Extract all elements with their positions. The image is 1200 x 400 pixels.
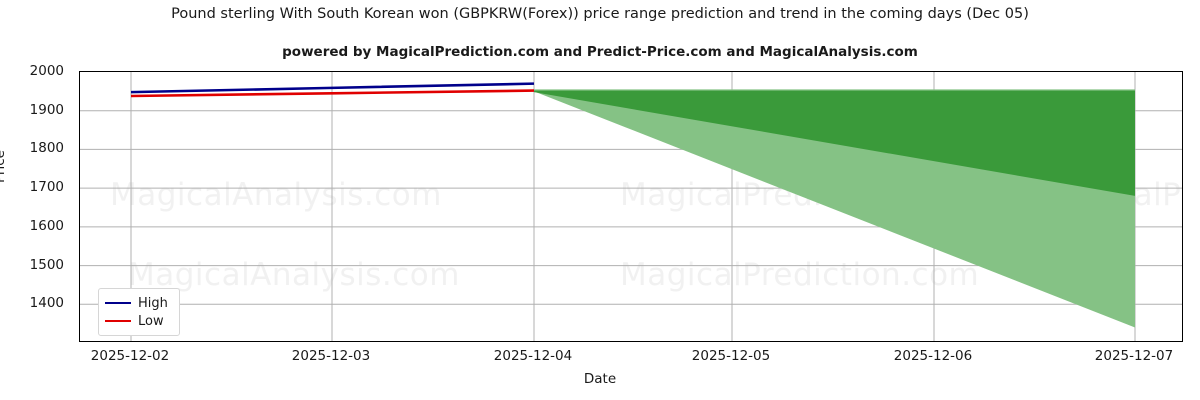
chart-legend: High Low — [98, 288, 180, 336]
x-tick-label: 2025-12-05 — [691, 348, 771, 364]
legend-entry[interactable]: Low — [105, 312, 173, 330]
y-tick-label: 1900 — [29, 101, 64, 118]
series-line-low — [130, 89, 535, 98]
chart-subtitle: powered by MagicalPrediction.com and Pre… — [282, 44, 918, 60]
x-tick-label: 2025-12-07 — [1094, 348, 1174, 364]
x-tick-label: 2025-12-06 — [893, 348, 973, 364]
plot-area: MagicalAnalysis.comMagicalPrediction.com… — [79, 71, 1183, 342]
x-tick-label: 2025-12-03 — [291, 348, 371, 364]
legend-entry[interactable]: High — [105, 294, 173, 312]
y-tick-label: 1600 — [29, 217, 64, 234]
x-tick-label: 2025-12-02 — [90, 348, 170, 364]
chart-title: Pound sterling With South Korean won (GB… — [171, 6, 1029, 22]
y-tick-label: 1800 — [29, 140, 64, 157]
x-tick-label: 2025-12-04 — [493, 348, 573, 364]
series-line-high — [130, 82, 535, 94]
legend-swatch-low — [105, 320, 131, 322]
y-tick-label: 1400 — [29, 295, 64, 312]
plot-svg — [80, 72, 1182, 341]
y-tick-label: 2000 — [29, 63, 64, 79]
y-tick-label: 1700 — [29, 179, 64, 196]
x-axis-label: Date — [583, 371, 617, 387]
legend-label: High — [138, 295, 168, 311]
forecast-band-narrow-range-forecast — [534, 90, 1135, 196]
legend-label: Low — [138, 313, 164, 329]
legend-swatch-high — [105, 302, 131, 304]
y-tick-label: 1500 — [29, 256, 64, 273]
